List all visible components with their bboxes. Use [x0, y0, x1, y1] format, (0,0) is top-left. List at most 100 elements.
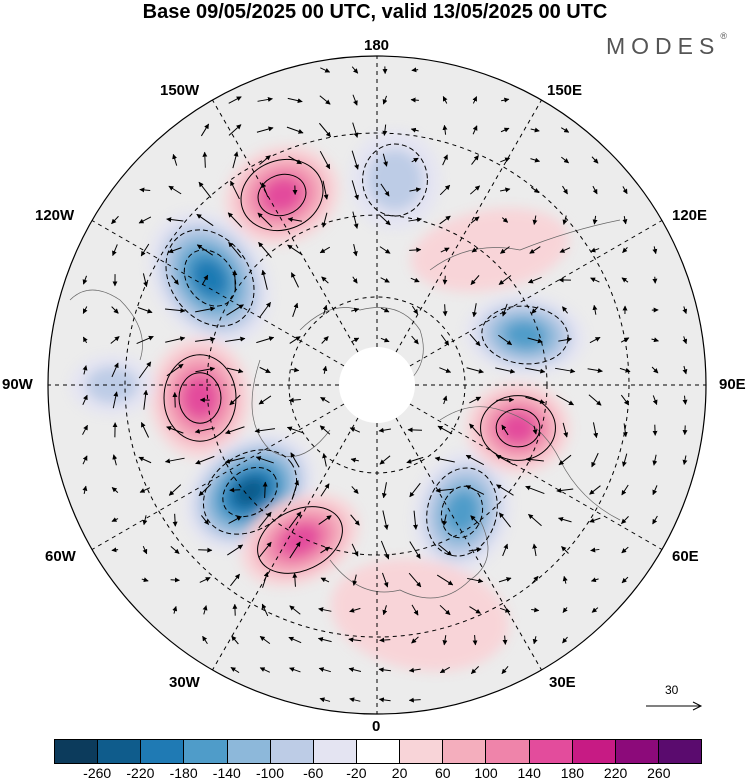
wind-arrow: [257, 212, 273, 228]
wind-arrow: [471, 247, 479, 253]
wind-arrow: [442, 96, 448, 104]
wind-arrow: [500, 127, 510, 133]
lon-label-0: 0: [372, 718, 381, 735]
colorbar-tick-label: -140: [212, 765, 241, 781]
lon-label-30w: 30W: [169, 674, 200, 691]
wind-arrow: [82, 275, 88, 285]
wind-arrow: [164, 457, 185, 464]
wind-arrow: [379, 214, 391, 226]
wind-arrow: [592, 422, 599, 439]
wind-arrow: [168, 185, 182, 195]
registered-mark: ®: [720, 31, 727, 41]
wind-arrow: [562, 215, 568, 225]
wind-arrow: [382, 605, 388, 616]
wind-arrow: [496, 484, 514, 496]
wind-arrow: [469, 423, 481, 437]
wind-arrow: [319, 246, 331, 254]
wind-arrow: [532, 425, 538, 435]
wind-arrow: [317, 637, 332, 643]
wind-arrow: [591, 452, 599, 468]
wind-arrow: [202, 635, 208, 645]
wind-arrow: [168, 247, 182, 254]
wind-arrow: [532, 636, 538, 645]
wind-arrow: [622, 186, 628, 195]
colorbar-segment: [356, 740, 401, 763]
wind-arrow: [529, 246, 541, 254]
wind-arrow: [562, 306, 568, 314]
wind-arrow: [110, 336, 120, 344]
wind-arrow: [138, 361, 152, 379]
wind-arrow: [413, 510, 418, 530]
contour-line: [257, 173, 307, 217]
colorbar-segment: [400, 740, 444, 763]
wind-arrow: [200, 515, 210, 525]
wind-arrow: [381, 572, 389, 588]
wind-arrow: [411, 67, 419, 73]
map-title: Base 09/05/2025 00 UTC, valid 13/05/2025…: [142, 1, 608, 23]
anomaly-contour-fill: [410, 208, 570, 292]
wind-arrow: [409, 541, 421, 559]
wind-arrow: [320, 396, 330, 404]
wind-arrow: [411, 335, 419, 345]
wind-arrow: [527, 337, 543, 344]
anomaly-neg-bering: [350, 130, 440, 230]
wind-arrow: [112, 244, 118, 257]
wind-arrow: [112, 454, 118, 466]
colorbar-segment: [184, 740, 228, 763]
wind-arrow: [378, 697, 391, 703]
wind-arrow: [138, 216, 152, 224]
wind-arrow: [442, 154, 448, 166]
anomaly-pos-europe: [330, 558, 510, 672]
wind-arrow: [622, 216, 628, 225]
wind-arrow: [502, 635, 508, 645]
wind-arrow: [166, 426, 184, 434]
wind-arrow: [230, 180, 240, 200]
wind-arrow: [380, 337, 390, 343]
wind-arrow: [352, 94, 358, 106]
wind-arrow: [142, 515, 148, 526]
wind-arrow: [166, 363, 184, 377]
wind-arrow: [440, 334, 450, 346]
wind-arrow: [292, 572, 298, 587]
wind-arrow: [437, 425, 453, 435]
wind-arrow: [409, 247, 422, 253]
colorbar-segment: [270, 740, 314, 763]
contour-line: [362, 143, 428, 217]
wind-arrow: [172, 513, 178, 527]
wind-arrow: [622, 247, 628, 253]
wind-arrow: [351, 543, 359, 557]
wind-arrow: [380, 540, 390, 560]
wind-arrow: [319, 122, 331, 138]
wind-arrow: [500, 157, 511, 163]
contour-line: [480, 395, 556, 461]
colorbar-tick-label: 20: [391, 765, 408, 781]
wind-arrow: [320, 483, 330, 497]
wind-arrow: [498, 512, 512, 528]
wind-arrow: [562, 422, 569, 438]
lon-label-150e: 150E: [547, 82, 583, 99]
wind-arrow: [349, 607, 361, 613]
colorbar-tick-label: 260: [647, 765, 671, 781]
wind-arrow: [262, 571, 269, 588]
wind-arrow: [590, 277, 600, 283]
wind-arrow: [112, 391, 119, 409]
anomaly-neg-scandinavia: [412, 450, 512, 574]
wind-arrow: [651, 366, 659, 374]
wind-arrow: [379, 246, 391, 254]
wind-arrow: [202, 605, 208, 615]
wind-arrow: [140, 422, 150, 438]
wind-arrow: [225, 426, 245, 435]
wind-arrow: [500, 187, 511, 193]
colorbar-tick-label: -260: [83, 765, 112, 781]
anomaly-contour-fill: [444, 490, 480, 534]
contour-line: [257, 506, 343, 574]
wind-arrow: [165, 336, 186, 343]
lon-label-120w: 120W: [35, 207, 75, 224]
wind-arrow: [382, 95, 388, 105]
wind-arrow: [225, 336, 246, 343]
wind-arrow: [532, 215, 538, 225]
colorbar-tick-label: 60: [435, 765, 451, 781]
wind-arrow: [286, 126, 304, 134]
anomaly-pos-siberia: [466, 383, 570, 473]
graticule: [48, 56, 706, 714]
